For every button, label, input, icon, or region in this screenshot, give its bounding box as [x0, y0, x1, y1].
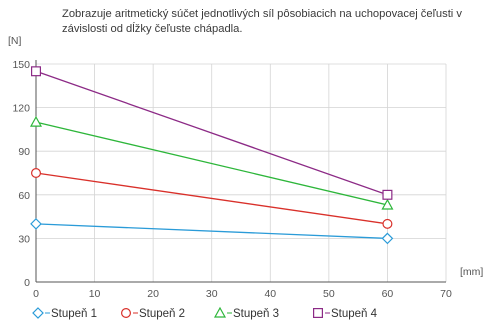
x-tick-label: 10: [89, 288, 101, 300]
x-tick-label: 30: [206, 288, 218, 300]
legend-label: Stupeň 4: [331, 308, 378, 320]
grid: [36, 63, 447, 282]
legend: Stupeň 1 Stupeň 2 Stupeň 3 Stupeň 4: [32, 306, 378, 320]
x-tick-label: 40: [264, 288, 276, 300]
chart-description: Zobrazuje aritmetický súčet jednotlivých…: [62, 8, 462, 35]
data-point-marker: [31, 168, 42, 179]
series-4: [31, 66, 393, 200]
series-3: [29, 115, 394, 210]
data-point-marker: [382, 189, 393, 200]
y-axis-unit-label: [N]: [8, 35, 22, 47]
legend-marker: [120, 308, 131, 319]
data-point-marker: [29, 115, 43, 127]
x-tick-label: 70: [440, 288, 452, 300]
data-point-marker: [381, 232, 394, 245]
legend-item-4: Stupeň 4: [313, 308, 378, 320]
x-tick-label: 60: [382, 288, 394, 300]
x-tick-label: 0: [33, 288, 39, 300]
legend-marker: [313, 308, 324, 319]
series-line: [35, 172, 388, 225]
legend-item-3: Stupeň 3: [213, 306, 279, 320]
data-point-marker: [382, 218, 393, 229]
legend-label: Stupeň 3: [233, 308, 279, 320]
y-tick-label: 0: [24, 277, 30, 289]
tick-labels: 0 10 20 30 40 50 60 70 0 30 60 90 120 150 [N] [mm]: [8, 35, 483, 300]
series-group: [29, 66, 394, 245]
legend-item-2: Stupeň 2: [120, 308, 185, 320]
series-2: [31, 168, 393, 229]
legend-label: Stupeň 2: [139, 308, 185, 320]
y-tick-label: 90: [18, 146, 30, 158]
legend-item-1: Stupeň 1: [32, 307, 97, 320]
legend-label: Stupeň 1: [51, 308, 97, 320]
x-axis-unit-label: [mm]: [460, 266, 483, 278]
x-tick-label: 50: [323, 288, 335, 300]
series-line: [35, 223, 388, 240]
x-tick-label: 20: [147, 288, 159, 300]
y-tick-label: 150: [12, 59, 30, 71]
data-point-marker: [31, 66, 42, 77]
series-line: [35, 121, 388, 206]
legend-marker: [32, 307, 44, 319]
data-point-marker: [30, 218, 42, 230]
y-tick-label: 30: [18, 233, 30, 245]
data-point-marker: [381, 198, 394, 210]
series-1: [30, 218, 394, 245]
y-tick-label: 60: [18, 190, 30, 202]
legend-marker: [213, 306, 227, 318]
series-line: [35, 70, 388, 196]
y-tick-label: 120: [12, 103, 30, 115]
